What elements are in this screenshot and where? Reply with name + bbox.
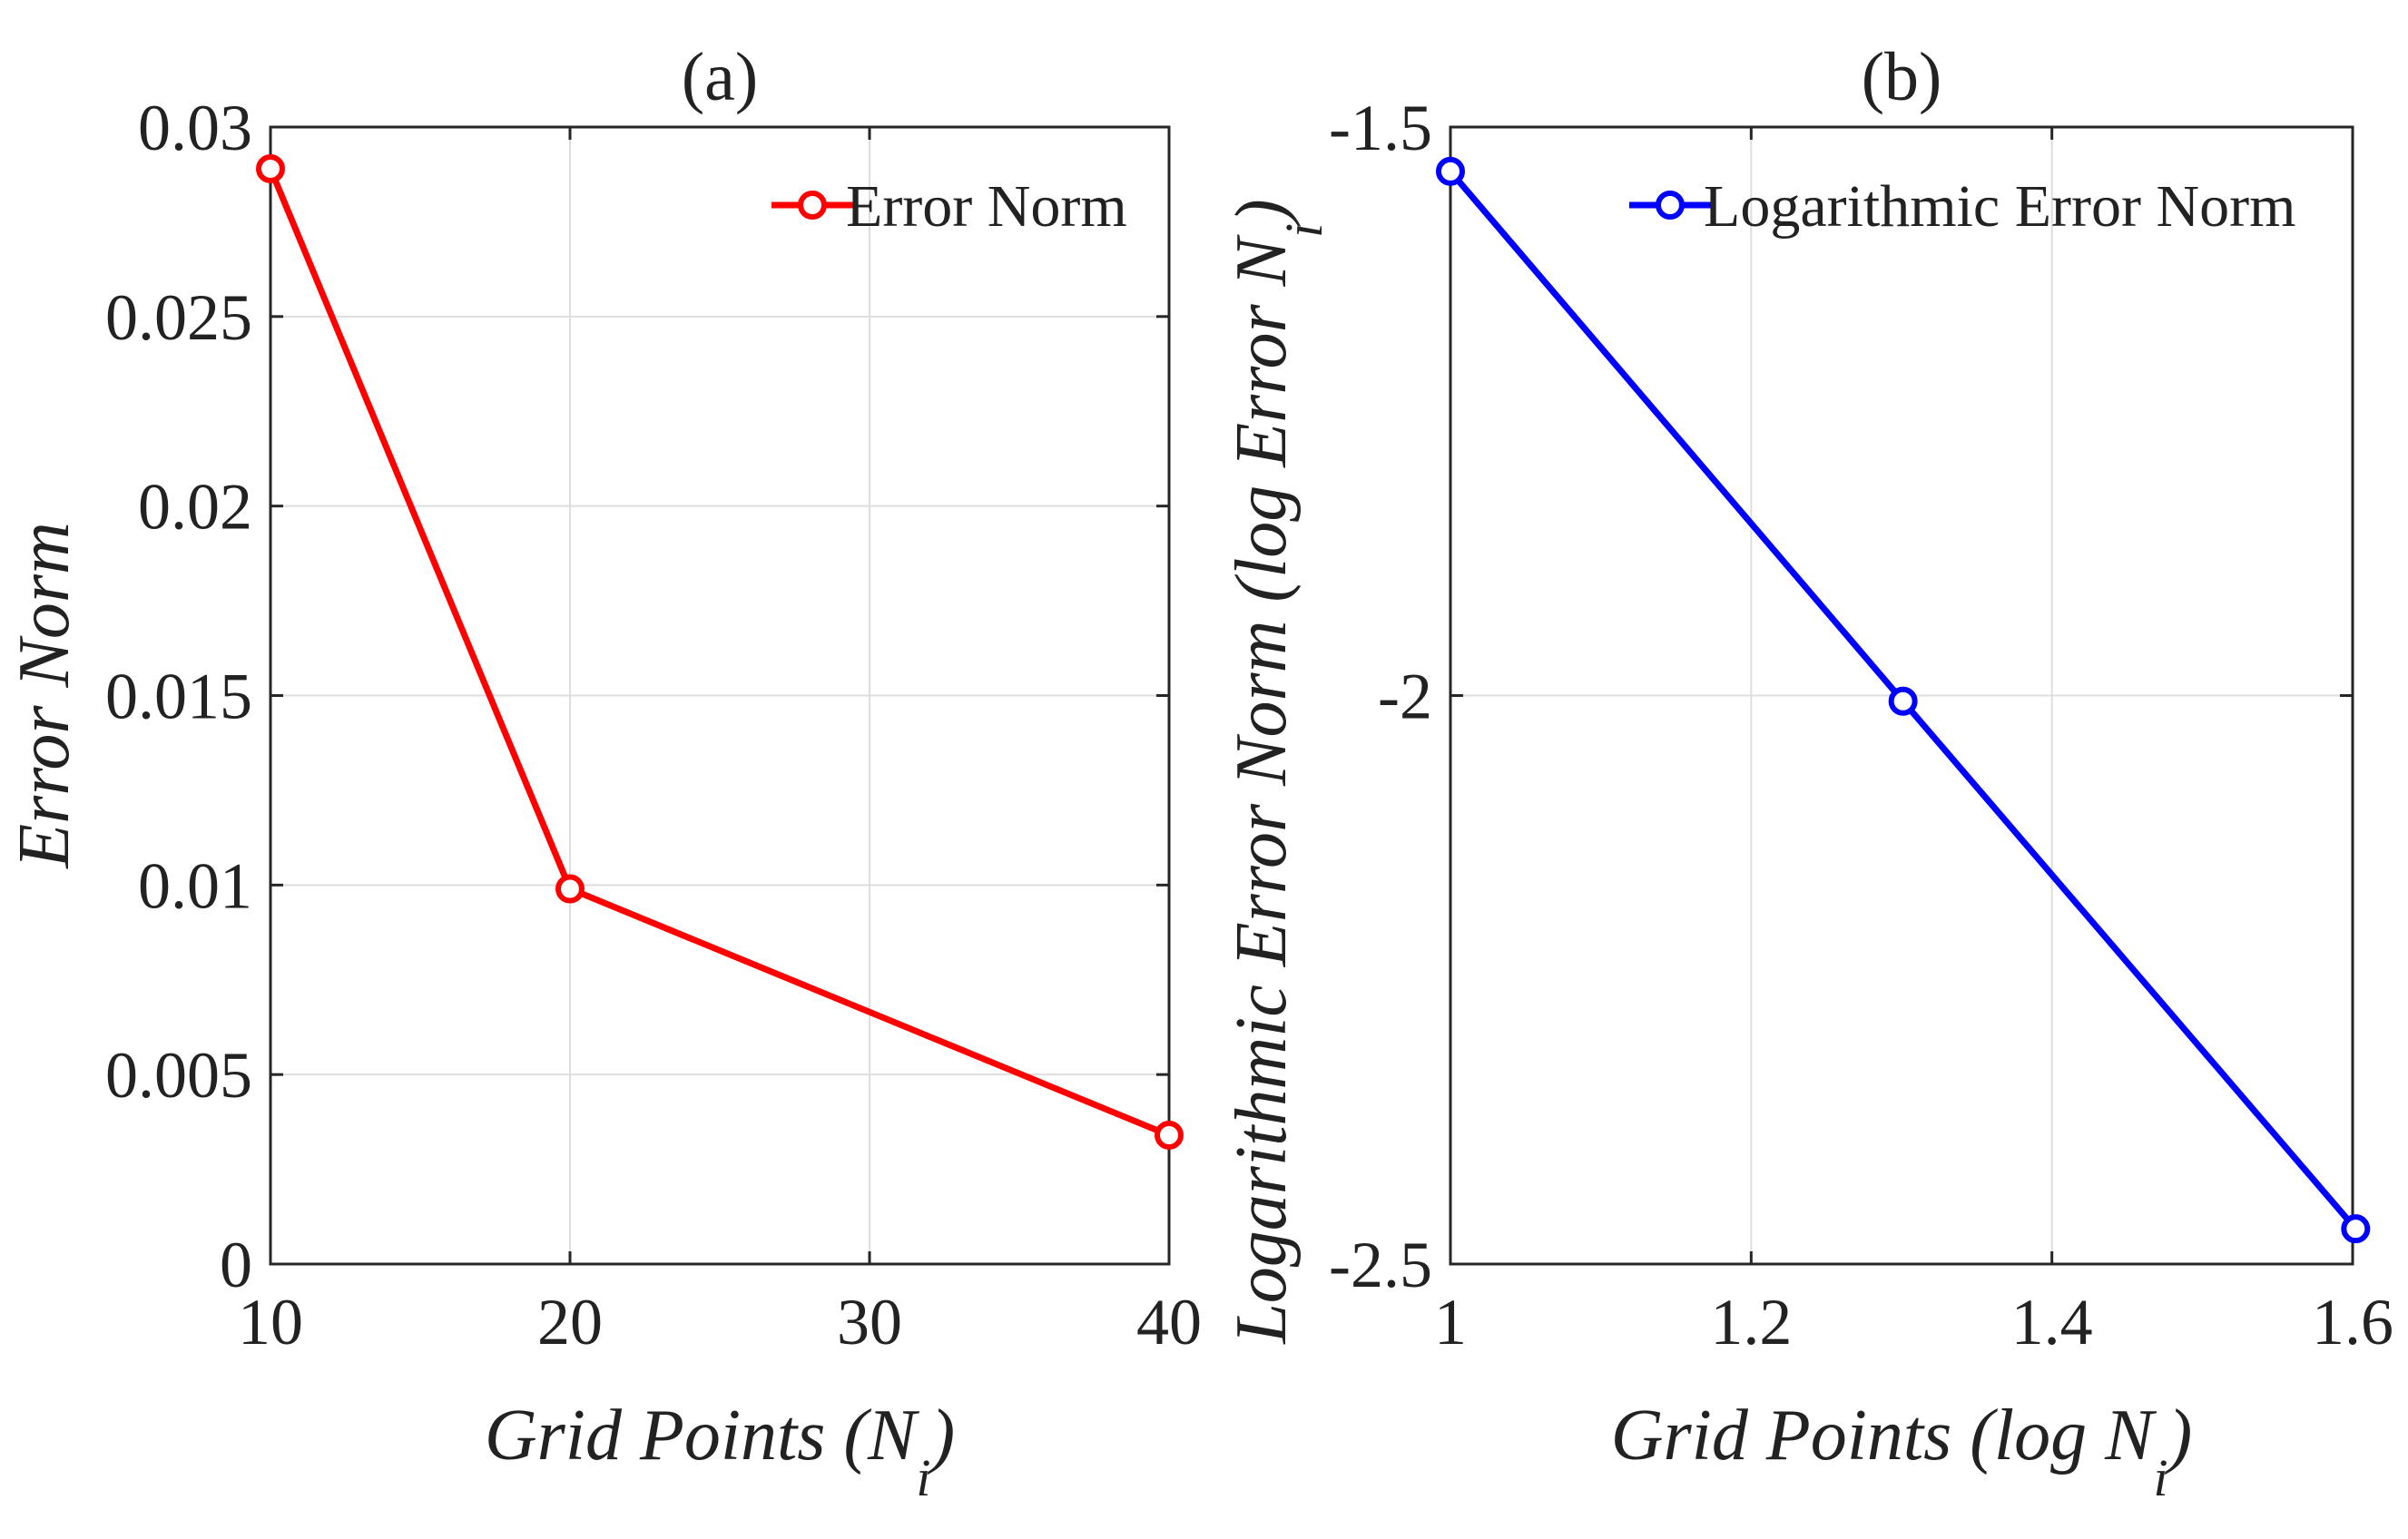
data-point-marker — [555, 874, 585, 904]
y-axis-label-subscript: i — [1274, 223, 1333, 238]
y-tick-label: 0.025 — [105, 281, 252, 354]
y-tick-label: 0.03 — [138, 92, 252, 164]
legend-label: Logarithmic Error Norm — [1704, 173, 2295, 240]
y-axis-label-main: Error Norm — [5, 522, 84, 869]
x-axis-label-end: ) — [2165, 1396, 2193, 1475]
y-tick-label: 0.015 — [105, 661, 252, 733]
x-tick-label: 1 — [1434, 1286, 1467, 1358]
y-tick-label: 0.005 — [105, 1039, 252, 1112]
x-tick-label: 1.6 — [2312, 1286, 2393, 1358]
x-axis-label-end: ) — [928, 1396, 956, 1475]
y-tick-label: -1.5 — [1329, 92, 1432, 164]
x-tick-label: 40 — [1136, 1286, 1202, 1358]
x-axis-label: Grid Points (log Ni) — [1611, 1396, 2193, 1507]
x-axis-label-subscript: i — [916, 1448, 930, 1507]
y-axis-label-end: ) — [1222, 199, 1302, 227]
y-tick-label: -2 — [1378, 661, 1432, 733]
chart-panel-b: 1 1.2 1.4 1.6 -2.5 -2 -1.5 (b) Grid Points (log … — [1222, 39, 2393, 1507]
x-tick-label: 1.2 — [1710, 1286, 1792, 1358]
x-axis-label: Grid Points (Ni) — [485, 1396, 955, 1507]
chart-title: (b) — [1862, 39, 1942, 115]
chart-panel-a: 10 20 30 40 0 0.005 0.01 0.015 0.02 0.025 0.03 (a) G… — [5, 39, 1202, 1507]
y-tick-label: 0 — [220, 1229, 252, 1301]
data-point-marker — [1888, 686, 1918, 716]
x-axis-label-main: Grid Points (log N — [1611, 1396, 2157, 1475]
x-axis-label-subscript: i — [2154, 1448, 2168, 1507]
x-axis-label-main: Grid Points (N — [485, 1396, 920, 1475]
legend-label: Error Norm — [846, 173, 1127, 240]
y-tick-label: -2.5 — [1329, 1229, 1432, 1301]
data-point-marker — [2341, 1214, 2371, 1244]
x-tick-label: 1.4 — [2011, 1286, 2093, 1358]
chart-title: (a) — [682, 39, 758, 115]
data-point-marker — [256, 153, 285, 183]
y-tick-label: 0.02 — [138, 471, 252, 544]
y-axis-label: Error Norm — [5, 522, 84, 869]
x-tick-label: 10 — [238, 1286, 303, 1358]
legend-marker — [798, 191, 827, 220]
x-tick-label: 30 — [837, 1286, 902, 1358]
x-tick-label: 20 — [537, 1286, 603, 1358]
data-point-marker — [1155, 1120, 1184, 1150]
y-tick-label: 0.01 — [138, 849, 252, 922]
y-axis-label: Logarithmic Error Norm (log Error Ni) — [1222, 199, 1333, 1344]
y-axis-label-main: Logarithmic Error Norm (log Error N — [1222, 233, 1302, 1344]
data-point-marker — [1436, 156, 1465, 186]
legend-marker — [1656, 191, 1685, 220]
